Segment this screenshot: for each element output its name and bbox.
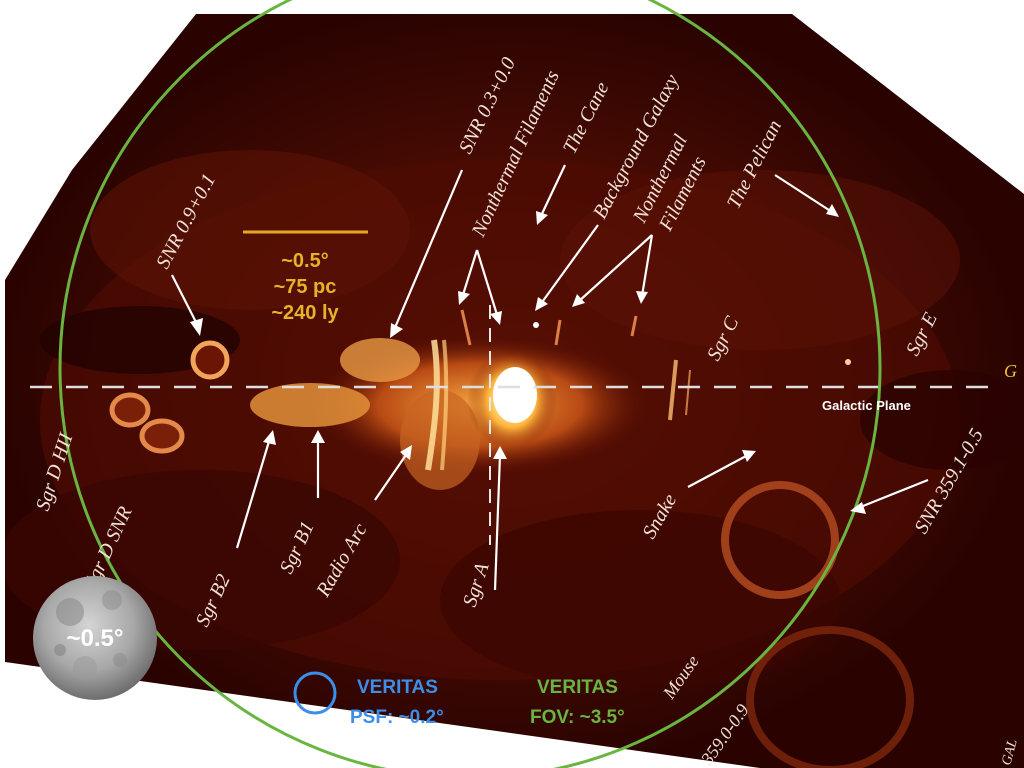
scale-bar-parsecs: ~75 pc (274, 276, 337, 298)
scale-bar-degrees: ~0.5° (281, 250, 328, 272)
fov-value: FOV: ~3.5° (530, 707, 625, 728)
scale-bar: ~0.5° ~75 pc ~240 ly (243, 230, 368, 324)
scale-bar-lightyears: ~240 ly (271, 302, 339, 324)
moon: ~0.5° (33, 576, 157, 700)
galactic-plane-label: Galactic Plane (822, 398, 911, 413)
veritas-fov: VERITAS FOV: ~3.5° (530, 677, 625, 728)
veritas-psf: VERITAS PSF: ~0.2° (293, 671, 444, 728)
label-gal-edge: GAL (999, 737, 1020, 767)
galactic-plane-edge-letter: G (1004, 361, 1017, 381)
psf-value: PSF: ~0.2° (350, 707, 444, 728)
arrows (171, 164, 929, 591)
moon-size-label: ~0.5° (67, 625, 124, 652)
veritas-fov-circle (58, 0, 882, 768)
fov-title: VERITAS (537, 677, 618, 698)
psf-circle (293, 671, 337, 715)
psf-title: VERITAS (357, 677, 438, 698)
